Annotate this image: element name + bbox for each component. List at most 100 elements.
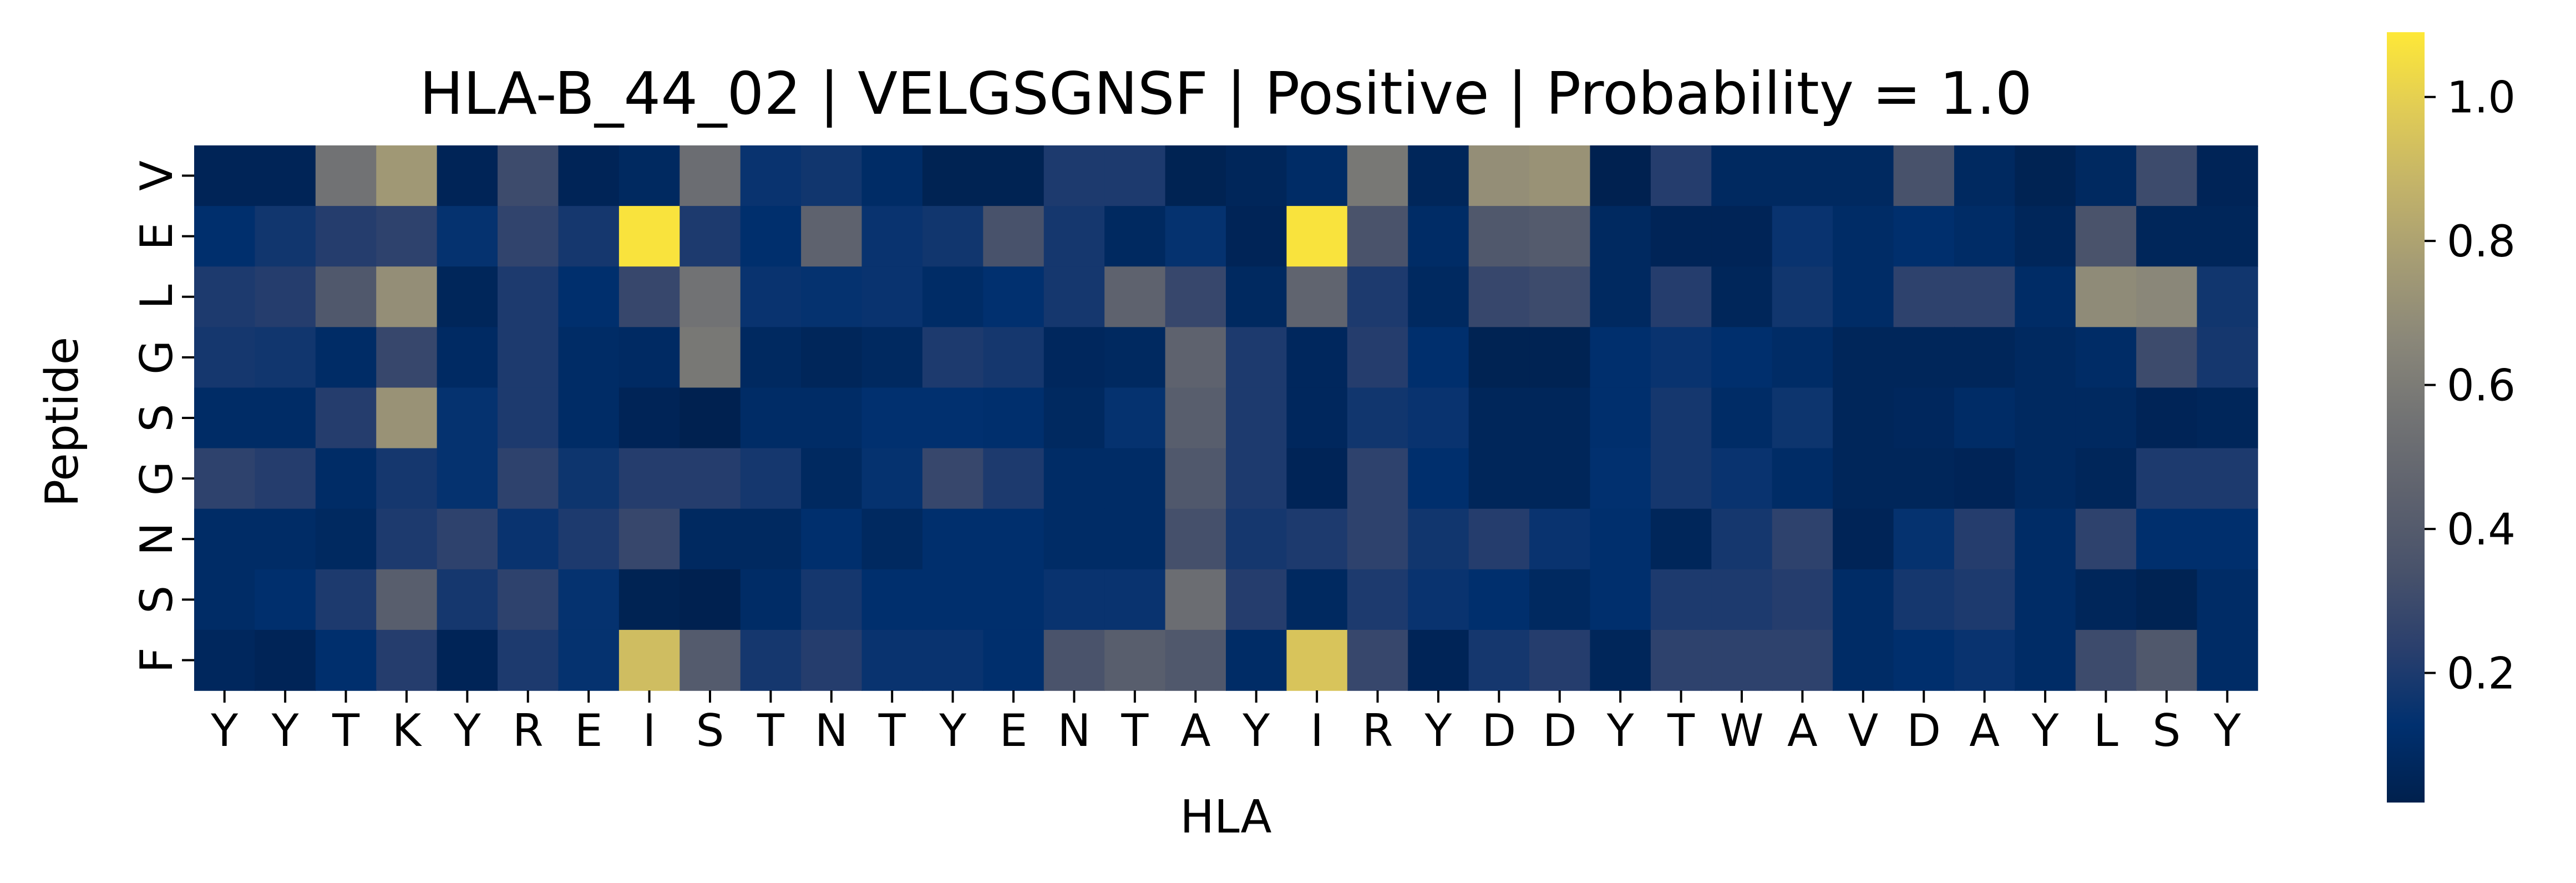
heatmap-cell [1347, 629, 1409, 691]
colorbar [2387, 32, 2425, 803]
heatmap-cell [1954, 206, 2016, 268]
heatmap-cell [1772, 629, 1833, 691]
heatmap-cell [740, 629, 802, 691]
heatmap-cell [2136, 145, 2198, 206]
heatmap-cell [1833, 266, 1894, 328]
heatmap-cell [1286, 327, 1348, 388]
x-tick-label: T [1120, 705, 1149, 756]
heatmap-cell [922, 387, 984, 449]
heatmap-cell [376, 629, 438, 691]
heatmap-cell [1650, 629, 1712, 691]
heatmap-cell [618, 387, 681, 449]
heatmap-cell [2197, 387, 2258, 449]
heatmap-cell [801, 206, 863, 268]
heatmap-cell [2015, 266, 2076, 328]
heatmap-cell [1408, 145, 1469, 206]
heatmap-cell [1529, 387, 1591, 449]
x-tick-label: T [1667, 705, 1695, 756]
heatmap-cell [1954, 508, 2016, 570]
heatmap-cell [2197, 508, 2258, 570]
heatmap-cell [1590, 448, 1651, 509]
heatmap-cell [680, 266, 741, 328]
heatmap-cell [1529, 206, 1591, 268]
heatmap-cell [801, 266, 863, 328]
heatmap-cell [983, 508, 1044, 570]
heatmap-cell [983, 448, 1044, 509]
heatmap-cell [740, 145, 802, 206]
heatmap-cell [1529, 508, 1591, 570]
heatmap-cell [740, 387, 802, 449]
heatmap-cell [1043, 327, 1105, 388]
heatmap-cell [315, 508, 377, 570]
y-axis-ticks: VELGSGNSF [131, 160, 194, 673]
heatmap-cell [1772, 569, 1833, 630]
heatmap-cell [1529, 266, 1591, 328]
heatmap-cell [618, 206, 681, 268]
heatmap-cell [1408, 508, 1469, 570]
heatmap-cell [2075, 569, 2137, 630]
heatmap-cell [618, 266, 681, 328]
heatmap-cell [1833, 145, 1894, 206]
heatmap-cell [1711, 508, 1773, 570]
heatmap-cell [861, 387, 923, 449]
heatmap-cell [1529, 629, 1591, 691]
heatmap-cell [1772, 387, 1833, 449]
heatmap-cell [498, 327, 559, 388]
heatmap-cell [1347, 387, 1409, 449]
heatmap-cell [1104, 508, 1166, 570]
colorbar-tick-label: 1.0 [2447, 73, 2516, 123]
heatmap-cell [1165, 387, 1226, 449]
heatmap-cell [194, 206, 256, 268]
heatmap-cell [255, 145, 316, 206]
heatmap-cell [861, 508, 923, 570]
heatmap-cell [1226, 327, 1287, 388]
heatmap-cells [194, 145, 2258, 691]
heatmap-cell [680, 569, 741, 630]
heatmap-cell [315, 145, 377, 206]
heatmap-cell [1468, 387, 1530, 449]
heatmap-cell [1468, 206, 1530, 268]
heatmap-cell [1408, 387, 1469, 449]
heatmap-cell [1711, 327, 1773, 388]
heatmap-cell [680, 387, 741, 449]
x-tick-label: R [1362, 705, 1393, 756]
heatmap-cell [255, 327, 316, 388]
heatmap-cell [861, 448, 923, 509]
heatmap-cell [558, 569, 620, 630]
y-tick-label: E [131, 222, 182, 250]
heatmap-cell [1286, 569, 1348, 630]
heatmap-cell [437, 569, 498, 630]
x-tick-label: K [392, 705, 423, 756]
heatmap-cell [1104, 266, 1166, 328]
x-tick-label: I [1310, 705, 1324, 756]
x-tick-label: Y [1424, 705, 1453, 756]
heatmap-cell [1711, 266, 1773, 328]
heatmap-cell [1711, 569, 1773, 630]
heatmap-cell [194, 327, 256, 388]
heatmap-cell [1711, 206, 1773, 268]
heatmap-cell [801, 387, 863, 449]
heatmap-cell [1772, 206, 1833, 268]
heatmap-cell [2136, 206, 2198, 268]
heatmap-cell [315, 206, 377, 268]
heatmap-cell [922, 206, 984, 268]
x-tick-label: I [643, 705, 656, 756]
heatmap-cell [1226, 569, 1287, 630]
y-tick-label: G [131, 340, 182, 375]
heatmap-cell [801, 629, 863, 691]
heatmap-cell [2197, 629, 2258, 691]
heatmap-cell [437, 145, 498, 206]
heatmap-cell [498, 387, 559, 449]
x-tick-label: Y [453, 705, 481, 756]
heatmap-cell [983, 206, 1044, 268]
heatmap-cell [1893, 448, 1955, 509]
x-tick-label: N [815, 705, 848, 756]
heatmap-cell [1833, 387, 1894, 449]
heatmap-cell [376, 387, 438, 449]
x-tick-label: Y [210, 705, 239, 756]
heatmap-cell [740, 206, 802, 268]
heatmap-cell [315, 266, 377, 328]
y-tick-label: S [131, 404, 182, 432]
heatmap-cell [1650, 387, 1712, 449]
